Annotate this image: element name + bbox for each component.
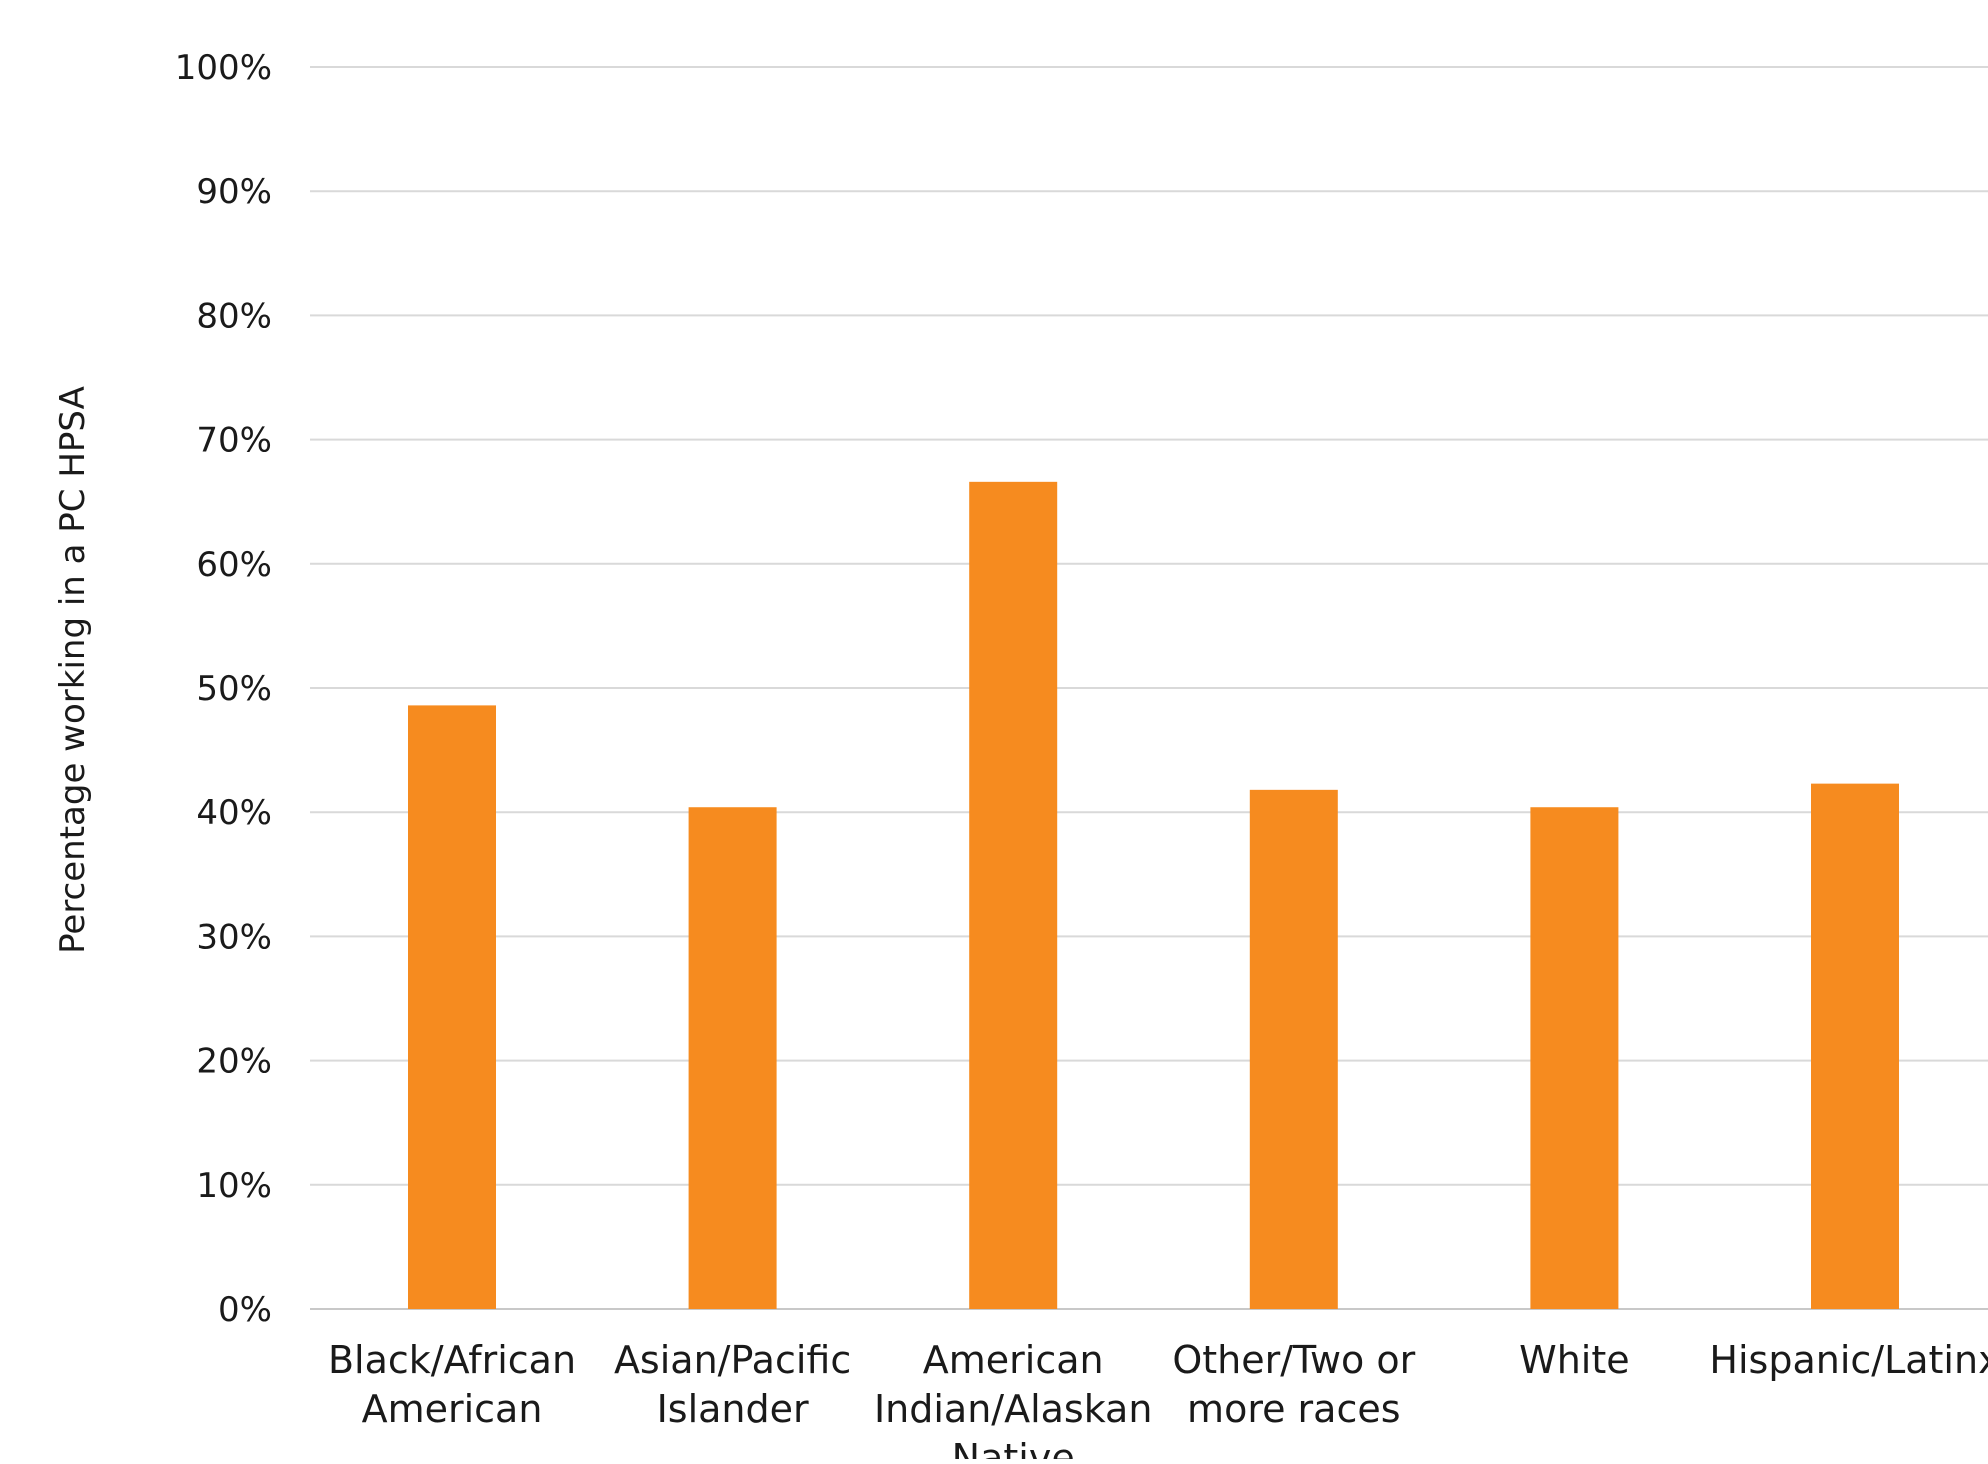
y-tick-label-90: 90%: [196, 172, 272, 212]
x-tick-label-0-line-0: Black/African: [328, 1338, 576, 1382]
gridlines: [310, 66, 1988, 1310]
x-tick-label-2-line-1: Indian/Alaskan: [874, 1387, 1153, 1431]
x-tick-label-3-line-1: more races: [1187, 1387, 1401, 1431]
y-tick-label-40: 40%: [196, 793, 272, 833]
y-axis-ticks: 0% 10% 20% 30% 40% 50% 60% 70% 80% 90% 100%: [175, 48, 272, 1330]
y-tick-label-70: 70%: [196, 421, 272, 461]
x-tick-label-2-line-0: American: [923, 1338, 1104, 1382]
y-tick-label-100: 100%: [175, 48, 272, 88]
x-tick-label-3: Other/Two or more races: [1172, 1338, 1415, 1431]
x-tick-label-1: Asian/Pacific Islander: [614, 1338, 851, 1431]
x-tick-label-1-line-0: Asian/Pacific: [614, 1338, 851, 1382]
y-tick-label-50: 50%: [196, 669, 272, 709]
x-tick-label-1-line-1: Islander: [657, 1387, 809, 1431]
bar-0: [408, 705, 496, 1309]
y-axis-title: Percentage working in a PC HPSA: [53, 386, 93, 954]
x-axis-labels: Black/African American Asian/Pacific Island…: [328, 1338, 1988, 1464]
x-tick-label-0: Black/African American: [328, 1338, 576, 1431]
bar-5: [1811, 783, 1899, 1309]
y-tick-label-20: 20%: [196, 1042, 272, 1082]
bar-3: [1249, 789, 1338, 1309]
x-tick-label-3-line-0: Other/Two or: [1172, 1338, 1415, 1382]
x-tick-label-2: American Indian/Alaskan Native: [874, 1338, 1153, 1459]
x-tick-label-4-line-0: White: [1519, 1338, 1630, 1382]
y-tick-label-80: 80%: [196, 296, 272, 336]
y-tick-label-30: 30%: [196, 917, 272, 957]
x-tick-label-4: White: [1519, 1338, 1630, 1382]
bar-2: [969, 481, 1058, 1309]
bar-1: [688, 807, 777, 1309]
x-tick-label-2-line-2: Native: [952, 1436, 1075, 1459]
bar-4: [1530, 807, 1619, 1309]
y-tick-label-10: 10%: [196, 1166, 272, 1206]
bars: [408, 481, 1899, 1309]
y-tick-label-0: 0%: [218, 1290, 272, 1330]
x-tick-label-5: Hispanic/Latinx: [1709, 1338, 1988, 1382]
x-tick-label-5-line-0: Hispanic/Latinx: [1709, 1338, 1988, 1382]
x-tick-label-0-line-1: American: [362, 1387, 543, 1431]
y-tick-label-60: 60%: [196, 545, 272, 585]
